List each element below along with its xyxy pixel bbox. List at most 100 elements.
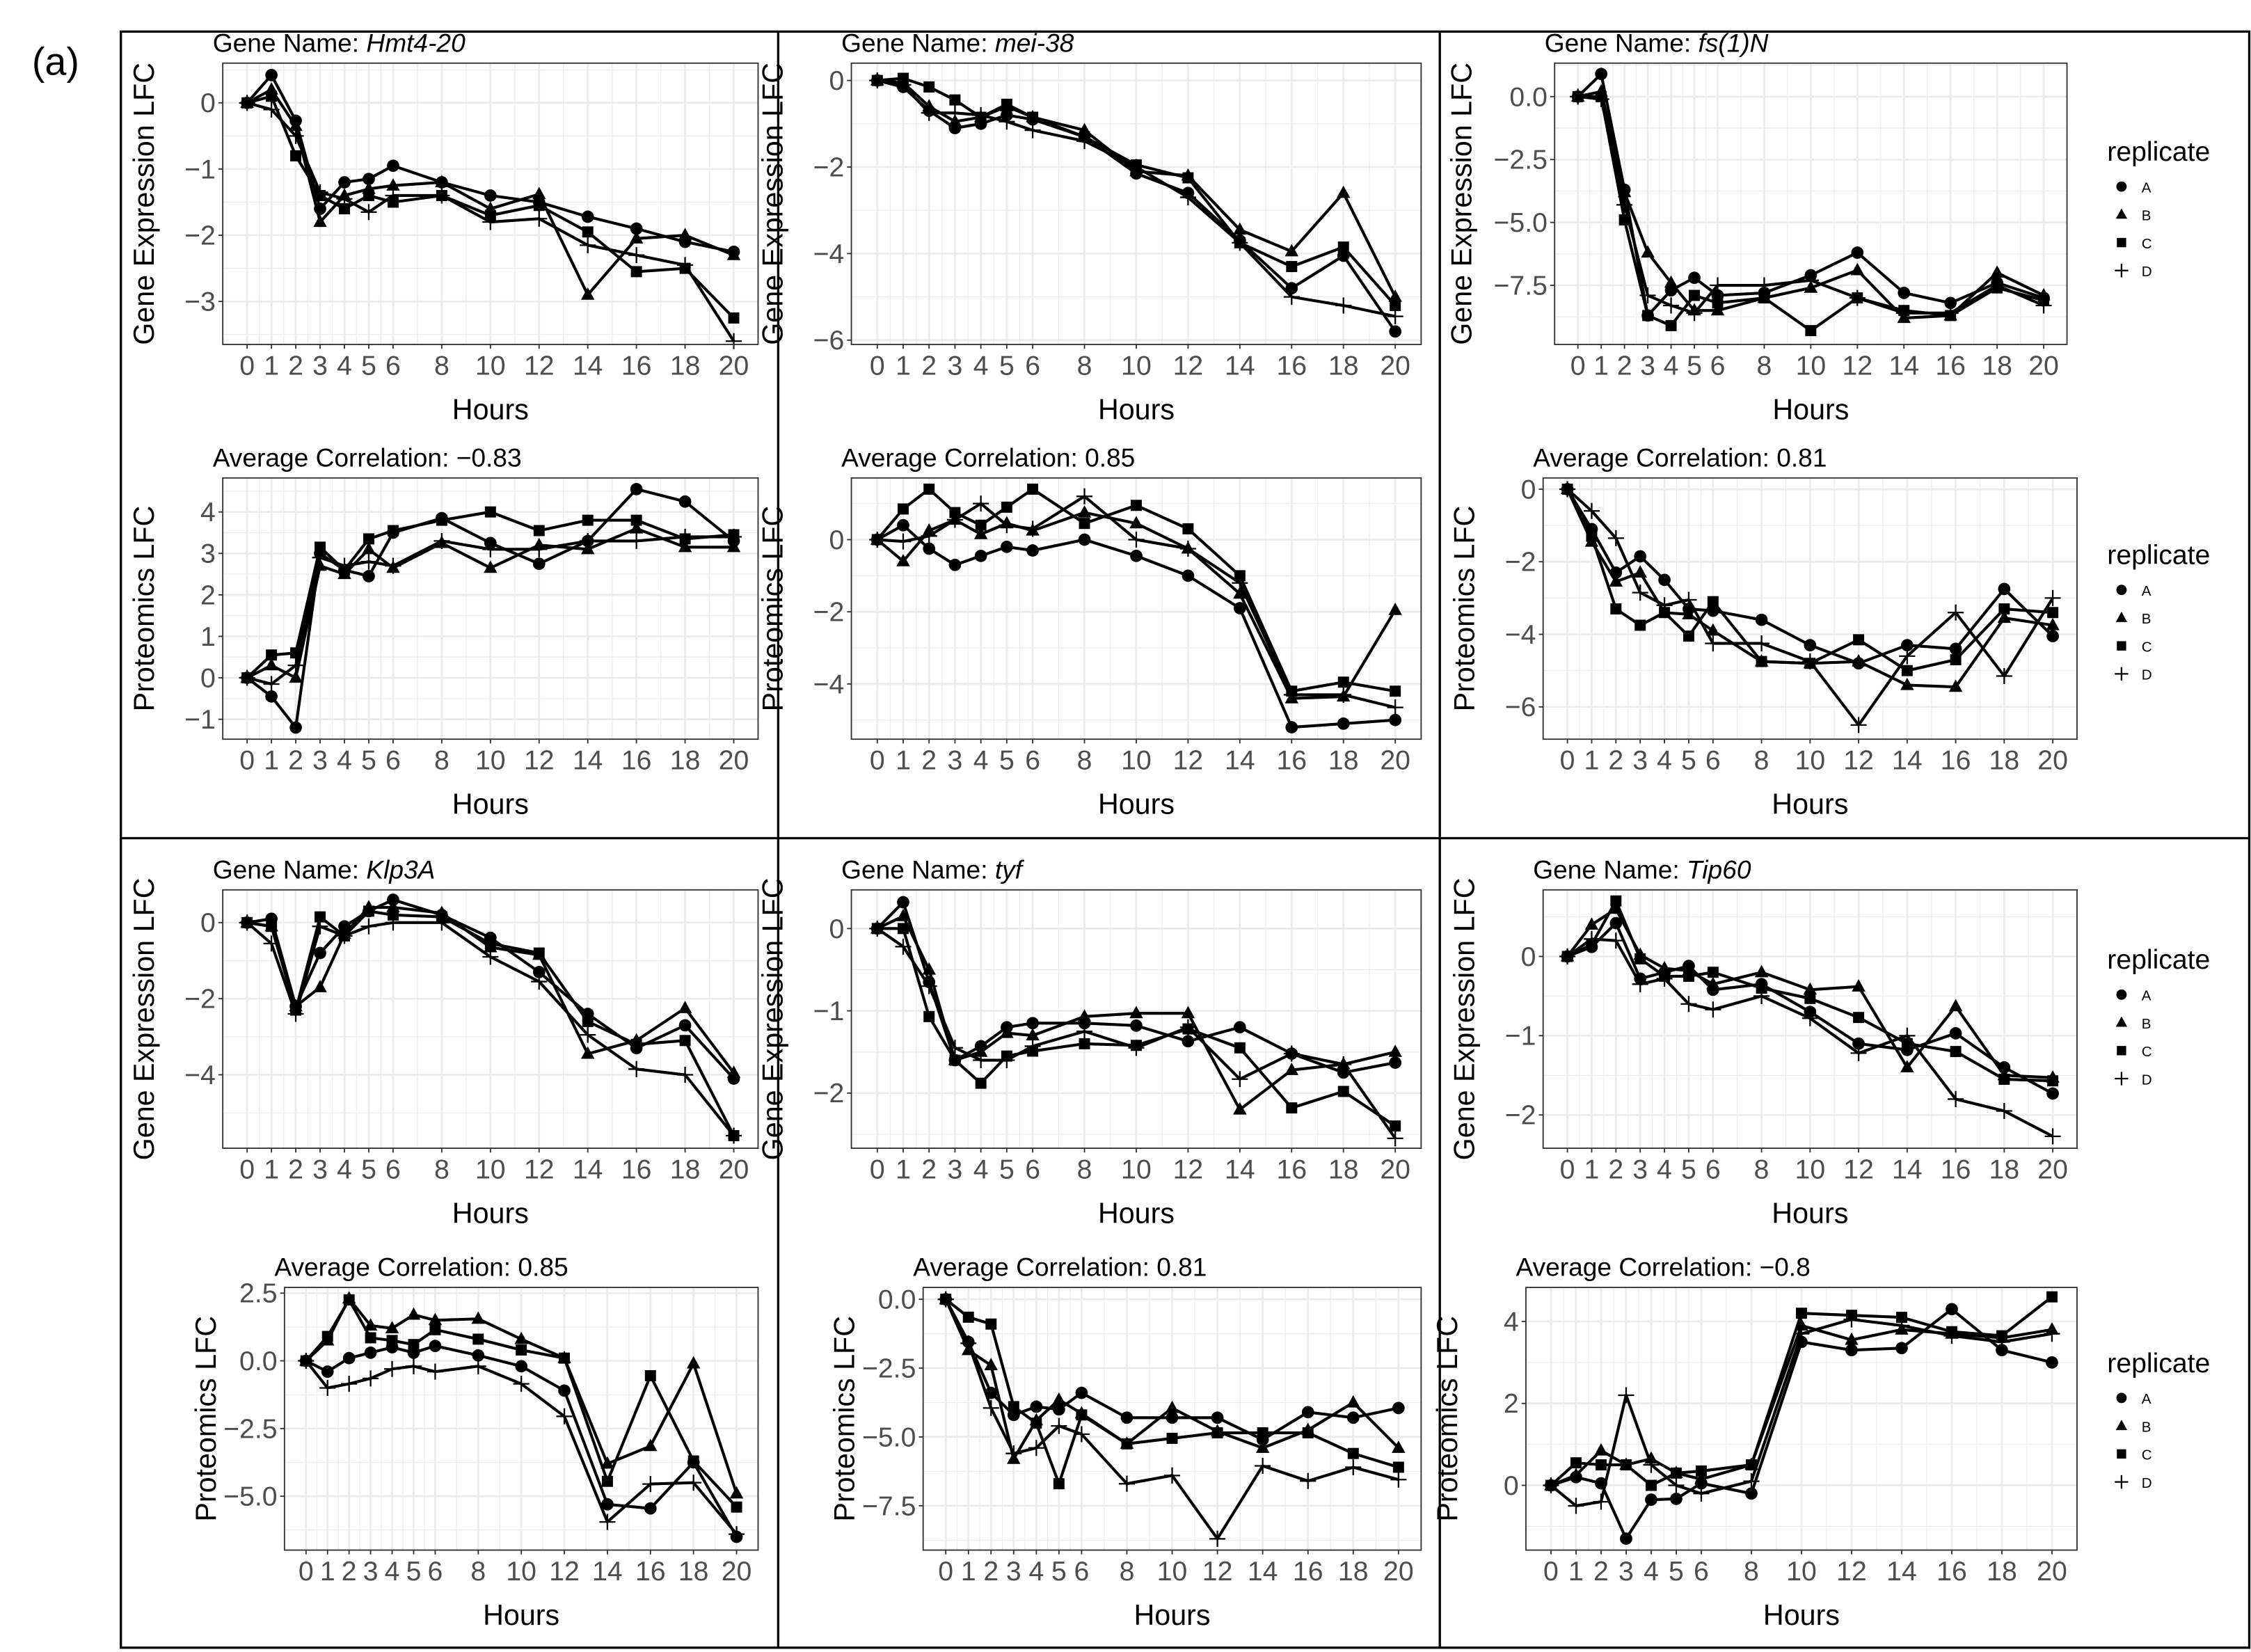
marker-plus <box>1335 297 1352 314</box>
x-tick-label: 18 <box>670 746 701 776</box>
title-prefix: Gene Name: <box>213 855 367 884</box>
x-axis-title: Hours <box>1772 393 1849 425</box>
marker-square <box>1756 656 1767 667</box>
marker-triangle <box>1900 1060 1914 1072</box>
y-axis-title: Proteomics LFC <box>190 1316 222 1522</box>
marker-circle <box>363 173 375 186</box>
marker-square <box>387 525 399 537</box>
x-tick-label: 2 <box>288 351 303 381</box>
marker-circle <box>1895 1342 1908 1355</box>
x-tick-label: 20 <box>2037 746 2068 776</box>
legend-label: D <box>2142 667 2152 683</box>
x-tick-label: 6 <box>1025 351 1040 381</box>
marker-circle <box>532 557 546 571</box>
marker-square <box>1166 1432 1178 1444</box>
x-tick-label: 5 <box>361 351 376 381</box>
marker-plus <box>336 191 353 207</box>
x-tick-label: 8 <box>1757 351 1772 381</box>
x-tick-label: 16 <box>621 1154 652 1184</box>
marker-triangle <box>678 228 692 241</box>
marker-square <box>582 226 594 238</box>
marker-square <box>1707 596 1719 607</box>
x-tick-label: 8 <box>470 1557 486 1587</box>
series-D <box>1559 930 2061 1145</box>
marker-square <box>1286 261 1298 273</box>
marker-plus <box>1179 1019 1196 1035</box>
marker-circle <box>644 1502 657 1515</box>
marker-square <box>1634 619 1646 631</box>
marker-triangle <box>532 186 546 200</box>
x-tick-label: 0 <box>239 351 255 381</box>
marker-square <box>429 1324 441 1335</box>
marker-triangle <box>644 1438 658 1452</box>
x-tick-label: 18 <box>1982 351 2012 381</box>
marker-plus <box>1942 305 1959 321</box>
marker-triangle <box>1388 1045 1402 1057</box>
x-tick-label: 16 <box>1935 351 1966 381</box>
marker-triangle <box>1233 1102 1247 1115</box>
x-tick-label: 5 <box>361 746 376 776</box>
marker-circle <box>1755 613 1768 626</box>
marker-triangle <box>386 178 400 191</box>
marker-plus <box>1693 1485 1710 1502</box>
x-tick-label: 10 <box>475 1154 506 1184</box>
marker-triangle <box>1233 586 1247 599</box>
marker-square <box>1053 1478 1065 1490</box>
marker-triangle <box>363 1318 378 1331</box>
x-axis-title: Hours <box>452 788 529 820</box>
marker-square <box>533 947 545 959</box>
x-tick-label: 12 <box>1173 746 1204 776</box>
marker-square <box>1001 98 1012 110</box>
marker-triangle <box>1346 1395 1360 1408</box>
marker-plus <box>946 511 963 528</box>
marker-plus <box>1387 699 1403 716</box>
marker-circle <box>1998 582 2011 596</box>
legend-label: C <box>2142 1447 2152 1463</box>
x-tick-label: 6 <box>1074 1557 1090 1587</box>
marker-square <box>1998 603 2010 615</box>
marker-plus <box>1559 948 1576 964</box>
x-tick-label: 12 <box>524 351 555 381</box>
marker-square <box>1182 172 1194 184</box>
marker-plus <box>1593 1493 1609 1510</box>
marker-plus <box>1076 133 1093 150</box>
marker-plus <box>287 1006 304 1022</box>
y-tick-label: −5.0 <box>223 1482 277 1512</box>
marker-circle <box>1130 1019 1143 1032</box>
marker-plus <box>341 1376 358 1392</box>
y-tick-label: −4 <box>1505 620 1536 650</box>
marker-circle <box>1949 1027 1962 1040</box>
series-line-A <box>1577 72 2044 317</box>
marker-triangle <box>1990 265 2004 278</box>
marker-plus <box>999 1052 1015 1069</box>
marker-triangle <box>973 1045 988 1057</box>
x-tick-label: 6 <box>385 351 401 381</box>
x-tick-label: 0 <box>1543 1557 1559 1587</box>
subplot-title: Gene Name: fs(1)N <box>1545 28 1769 57</box>
marker-plus <box>973 1052 989 1069</box>
x-axis-title: Hours <box>1098 788 1175 820</box>
marker-triangle <box>1803 982 1817 995</box>
marker-square <box>644 1369 656 1381</box>
marker-plus <box>937 1291 954 1308</box>
marker-square <box>321 1331 333 1342</box>
legend-label: B <box>2142 208 2151 224</box>
x-tick-label: 12 <box>1843 351 1873 381</box>
marker-circle <box>2116 1392 2127 1404</box>
marker-triangle <box>1026 1028 1040 1041</box>
x-tick-label: 0 <box>1570 351 1586 381</box>
marker-plus <box>921 104 937 121</box>
marker-plus <box>312 549 328 566</box>
x-tick-label: 10 <box>1121 351 1152 381</box>
marker-square <box>1950 654 1962 666</box>
marker-square <box>975 1077 987 1089</box>
marker-plus <box>2044 1128 2061 1145</box>
marker-circle <box>2116 989 2127 1000</box>
x-tick-label: 6 <box>1705 746 1721 776</box>
marker-square <box>2047 1075 2059 1087</box>
marker-circle <box>2046 1087 2059 1100</box>
